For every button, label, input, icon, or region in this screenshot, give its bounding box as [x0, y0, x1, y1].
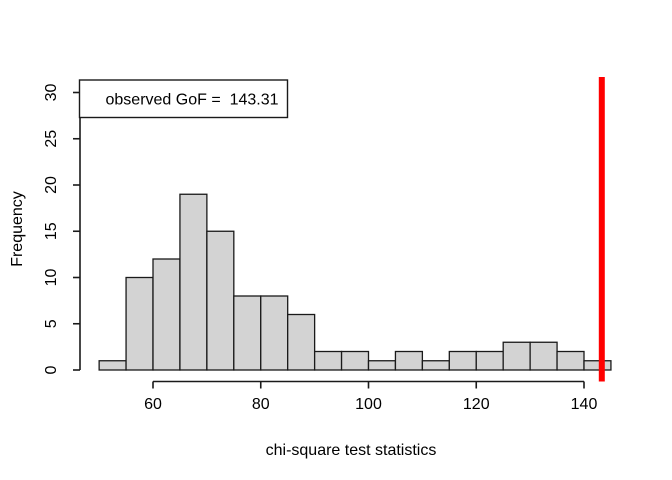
histogram-bar — [125, 276, 154, 371]
histogram-bar — [529, 341, 558, 371]
histogram-bar — [98, 360, 127, 371]
histogram-bar — [421, 360, 450, 371]
x-tick-label: 60 — [144, 396, 162, 413]
histogram-bar — [367, 360, 397, 371]
x-tick-label: 120 — [463, 396, 490, 413]
histogram-bar — [313, 350, 343, 371]
histogram-bar — [287, 313, 316, 371]
x-tick-label: 100 — [355, 396, 382, 413]
histogram-bar — [152, 258, 181, 371]
y-tick-label: 15 — [43, 222, 60, 240]
histogram-bar — [394, 350, 424, 371]
y-tick-label: 30 — [43, 84, 60, 102]
y-tick-label: 0 — [43, 365, 60, 374]
histogram-bar — [179, 193, 208, 371]
histogram-bar — [475, 350, 504, 371]
y-axis-title: Frequency — [9, 191, 26, 267]
y-tick-label: 5 — [43, 319, 60, 328]
histogram-bar — [502, 341, 531, 371]
x-axis-title: chi-square test statistics — [266, 442, 437, 459]
x-tick-label: 140 — [571, 396, 598, 413]
legend-box — [78, 79, 289, 119]
legend-label: observed GoF = 143.31 — [106, 92, 279, 109]
y-tick-label: 25 — [43, 130, 60, 148]
histogram-bar — [340, 350, 370, 371]
histogram-bar — [448, 350, 477, 371]
histogram-bar — [260, 295, 289, 371]
histogram-bar — [206, 230, 235, 371]
histogram-bar — [583, 360, 612, 371]
histogram-bar — [556, 350, 585, 371]
histogram-bar — [233, 295, 262, 371]
x-tick-label: 80 — [252, 396, 270, 413]
y-tick-label: 10 — [43, 269, 60, 287]
y-tick-label: 20 — [43, 176, 60, 194]
